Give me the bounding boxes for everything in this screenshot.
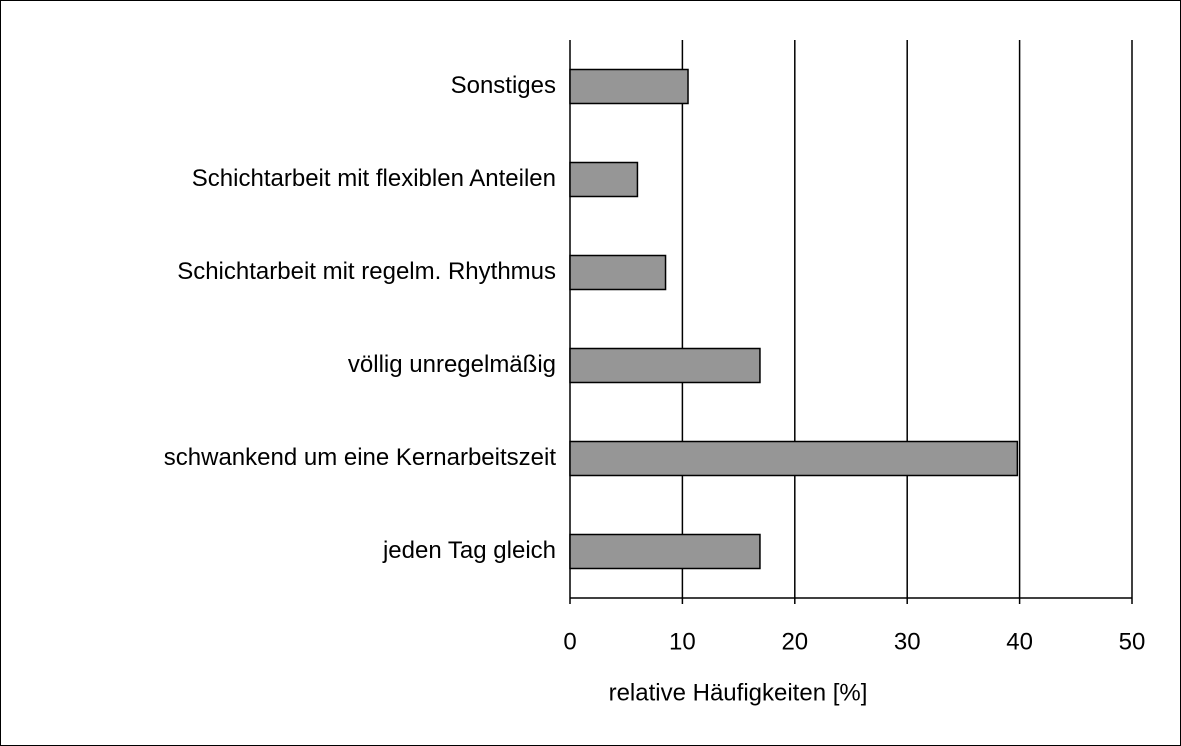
x-tick-label: 30 [894,628,921,655]
bar [569,68,689,105]
x-tick-label: 10 [669,628,696,655]
x-tick-label: 20 [781,628,808,655]
y-tick-label: Schichtarbeit mit flexiblen Anteilen [192,165,556,192]
bar [569,254,667,291]
bar [569,161,639,198]
bar [569,533,761,570]
x-tick-label: 0 [563,628,576,655]
y-tick-label: Sonstiges [451,72,556,99]
x-tick-label: 40 [1006,628,1033,655]
y-tick-label: völlig unregelmäßig [348,351,556,378]
y-tick-label: Schichtarbeit mit regelm. Rhythmus [177,258,556,285]
bar [569,347,761,384]
x-axis-title: relative Häufigkeiten [%] [609,679,868,706]
y-tick-label: schwankend um eine Kernarbeitszeit [164,444,557,471]
x-tick-label: 50 [1119,628,1146,655]
y-tick-label: jeden Tag gleich [382,537,556,564]
bar [569,440,1019,477]
